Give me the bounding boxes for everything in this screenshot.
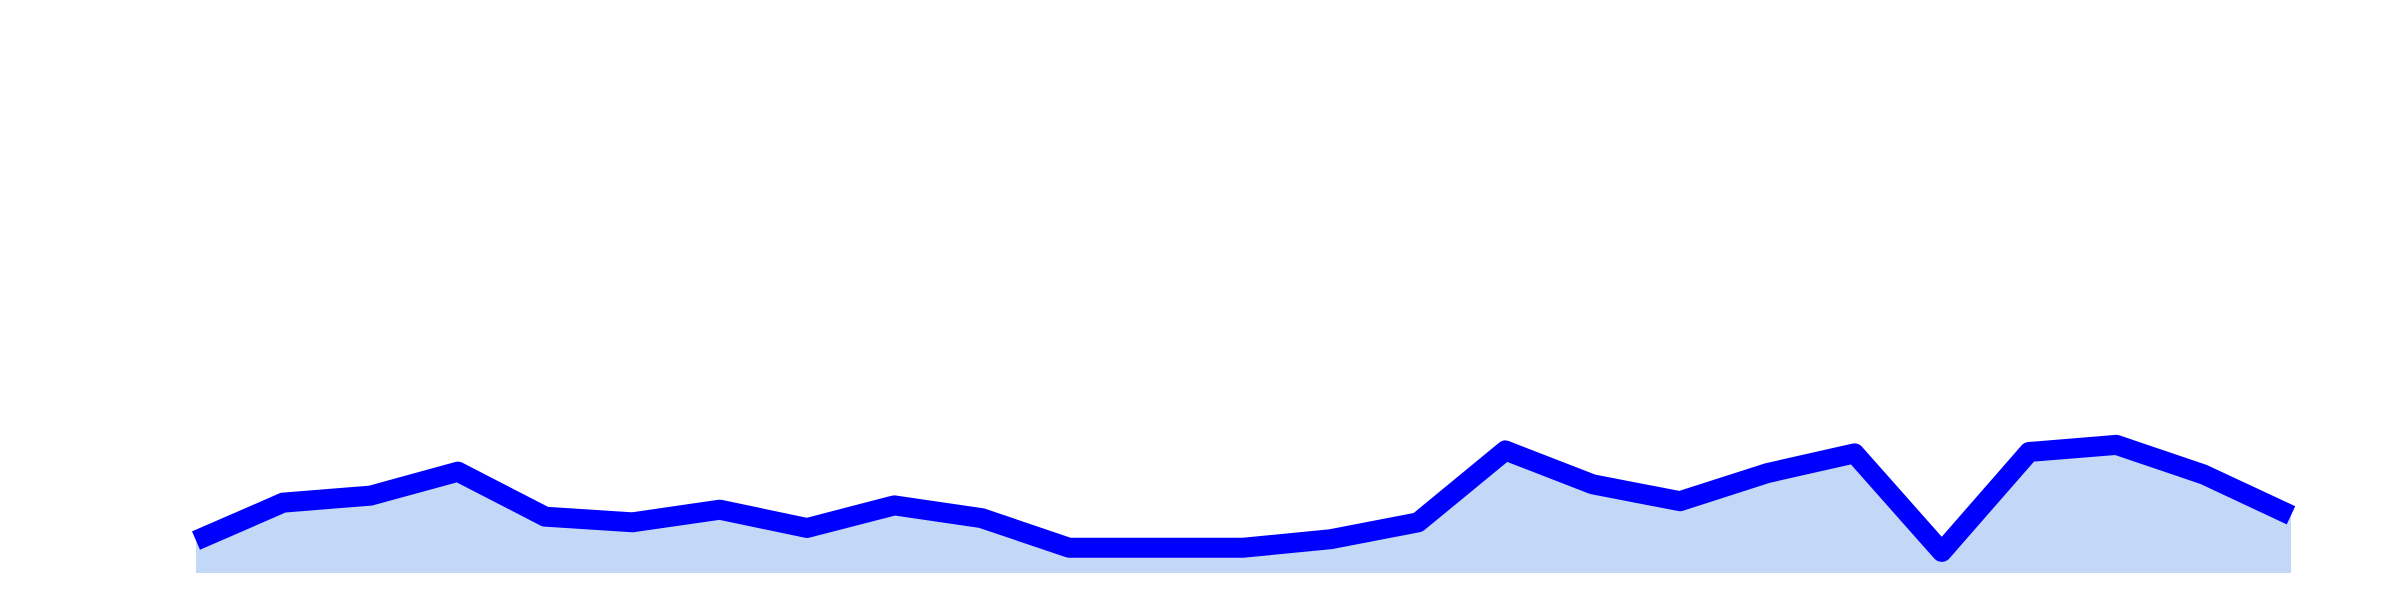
data-point-14 bbox=[1321, 529, 1341, 549]
data-point-17 bbox=[1583, 474, 1603, 494]
data-point-8 bbox=[797, 518, 817, 538]
data-point-15 bbox=[1408, 512, 1428, 532]
data-point-18 bbox=[1670, 491, 1690, 511]
data-point-24 bbox=[2194, 465, 2214, 485]
data-point-2 bbox=[273, 493, 293, 513]
data-point-5 bbox=[535, 507, 555, 527]
data-point-16 bbox=[1495, 441, 1515, 461]
data-point-13 bbox=[1234, 538, 1254, 558]
data-point-4 bbox=[448, 462, 468, 482]
data-point-21 bbox=[1932, 542, 1952, 562]
data-point-9 bbox=[884, 495, 904, 515]
data-point-23 bbox=[2106, 435, 2126, 455]
data-point-19 bbox=[1757, 463, 1777, 483]
data-point-22 bbox=[2019, 442, 2039, 462]
data-point-20 bbox=[1845, 443, 1865, 463]
data-point-6 bbox=[623, 512, 643, 532]
data-point-3 bbox=[361, 486, 381, 506]
data-point-1 bbox=[186, 531, 206, 551]
data-point-12 bbox=[1146, 538, 1166, 558]
series-line bbox=[192, 434, 2296, 562]
data-point-10 bbox=[972, 508, 992, 528]
data-point-7 bbox=[710, 500, 730, 520]
data-point-11 bbox=[1059, 538, 1079, 558]
data-point-25 bbox=[2281, 505, 2301, 525]
line-layer bbox=[192, 434, 2296, 562]
